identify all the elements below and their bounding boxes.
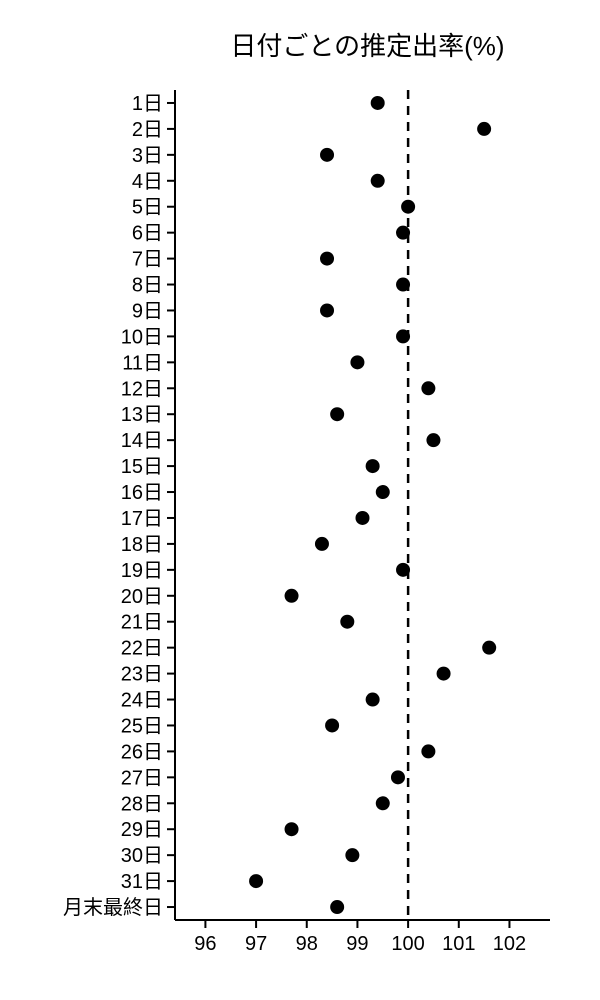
y-tick-label: 2日: [132, 119, 163, 141]
data-point: [325, 718, 339, 732]
data-point: [376, 485, 390, 499]
y-tick-label: 18日: [121, 534, 163, 556]
x-tick-label: 102: [493, 933, 526, 955]
data-point: [376, 796, 390, 810]
x-tick-label: 96: [194, 933, 216, 955]
data-point: [315, 537, 329, 551]
y-tick-label: 6日: [132, 223, 163, 245]
data-point: [366, 459, 380, 473]
y-tick-label: 14日: [121, 430, 163, 452]
data-point: [340, 615, 354, 629]
y-tick-label: 13日: [121, 404, 163, 426]
y-tick-label: 10日: [121, 326, 163, 348]
y-tick-label: 15日: [121, 456, 163, 478]
data-point: [482, 641, 496, 655]
data-point: [330, 407, 344, 421]
data-point: [356, 511, 370, 525]
y-tick-label: 21日: [121, 612, 163, 634]
data-point: [477, 122, 491, 136]
data-point: [330, 900, 344, 914]
y-tick-label: 29日: [121, 819, 163, 841]
chart-title: 日付ごとの推定出率(%): [230, 31, 504, 61]
y-tick-label: 23日: [121, 664, 163, 686]
y-tick-label: 16日: [121, 482, 163, 504]
data-point: [396, 329, 410, 343]
y-tick-label: 12日: [121, 378, 163, 400]
data-point: [320, 303, 334, 317]
data-point: [437, 667, 451, 681]
data-point: [421, 744, 435, 758]
y-tick-label: 3日: [132, 145, 163, 167]
data-point: [396, 278, 410, 292]
y-tick-label: 11日: [122, 352, 163, 374]
data-point: [320, 148, 334, 162]
x-tick-label: 100: [391, 933, 424, 955]
data-point: [401, 200, 415, 214]
data-point: [421, 381, 435, 395]
data-point: [320, 252, 334, 266]
y-tick-label: 30日: [121, 845, 163, 867]
x-tick-label: 101: [442, 933, 475, 955]
y-tick-label: 31日: [121, 871, 163, 893]
data-point: [285, 822, 299, 836]
y-tick-label: 20日: [121, 586, 163, 608]
data-point: [345, 848, 359, 862]
y-tick-label: 19日: [121, 560, 163, 582]
y-tick-label: 17日: [121, 508, 163, 530]
data-point: [285, 589, 299, 603]
data-point: [391, 770, 405, 784]
data-point: [396, 226, 410, 240]
y-tick-label: 月末最終日: [63, 896, 163, 919]
x-tick-label: 97: [245, 933, 267, 955]
y-tick-label: 28日: [121, 793, 163, 815]
y-tick-label: 22日: [121, 638, 163, 660]
data-point: [249, 874, 263, 888]
y-tick-label: 25日: [121, 715, 163, 737]
data-point: [371, 174, 385, 188]
y-tick-label: 24日: [121, 690, 163, 712]
chart-svg: 日付ごとの推定出率(%) 1日 2日 3日 4日 5日 6日 7日 8日 9日 10日 11日 12日 1…: [0, 0, 600, 1000]
chart-container: 日付ごとの推定出率(%) 1日 2日 3日 4日 5日 6日 7日 8日 9日 10日 11日 12日 1…: [0, 0, 600, 1000]
y-tick-label: 8日: [132, 275, 163, 297]
y-tick-label: 27日: [121, 767, 163, 789]
data-point: [371, 96, 385, 110]
y-tick-label: 4日: [132, 171, 163, 193]
y-tick-label: 7日: [132, 249, 163, 271]
y-tick-label: 5日: [132, 197, 163, 219]
x-tick-label: 98: [296, 933, 318, 955]
data-point: [366, 693, 380, 707]
y-tick-label: 1日: [132, 93, 163, 115]
data-point: [396, 563, 410, 577]
data-point: [426, 433, 440, 447]
data-point: [350, 355, 364, 369]
y-tick-label: 9日: [132, 300, 163, 322]
y-tick-label: 26日: [121, 741, 163, 763]
x-tick-label: 99: [346, 933, 368, 955]
